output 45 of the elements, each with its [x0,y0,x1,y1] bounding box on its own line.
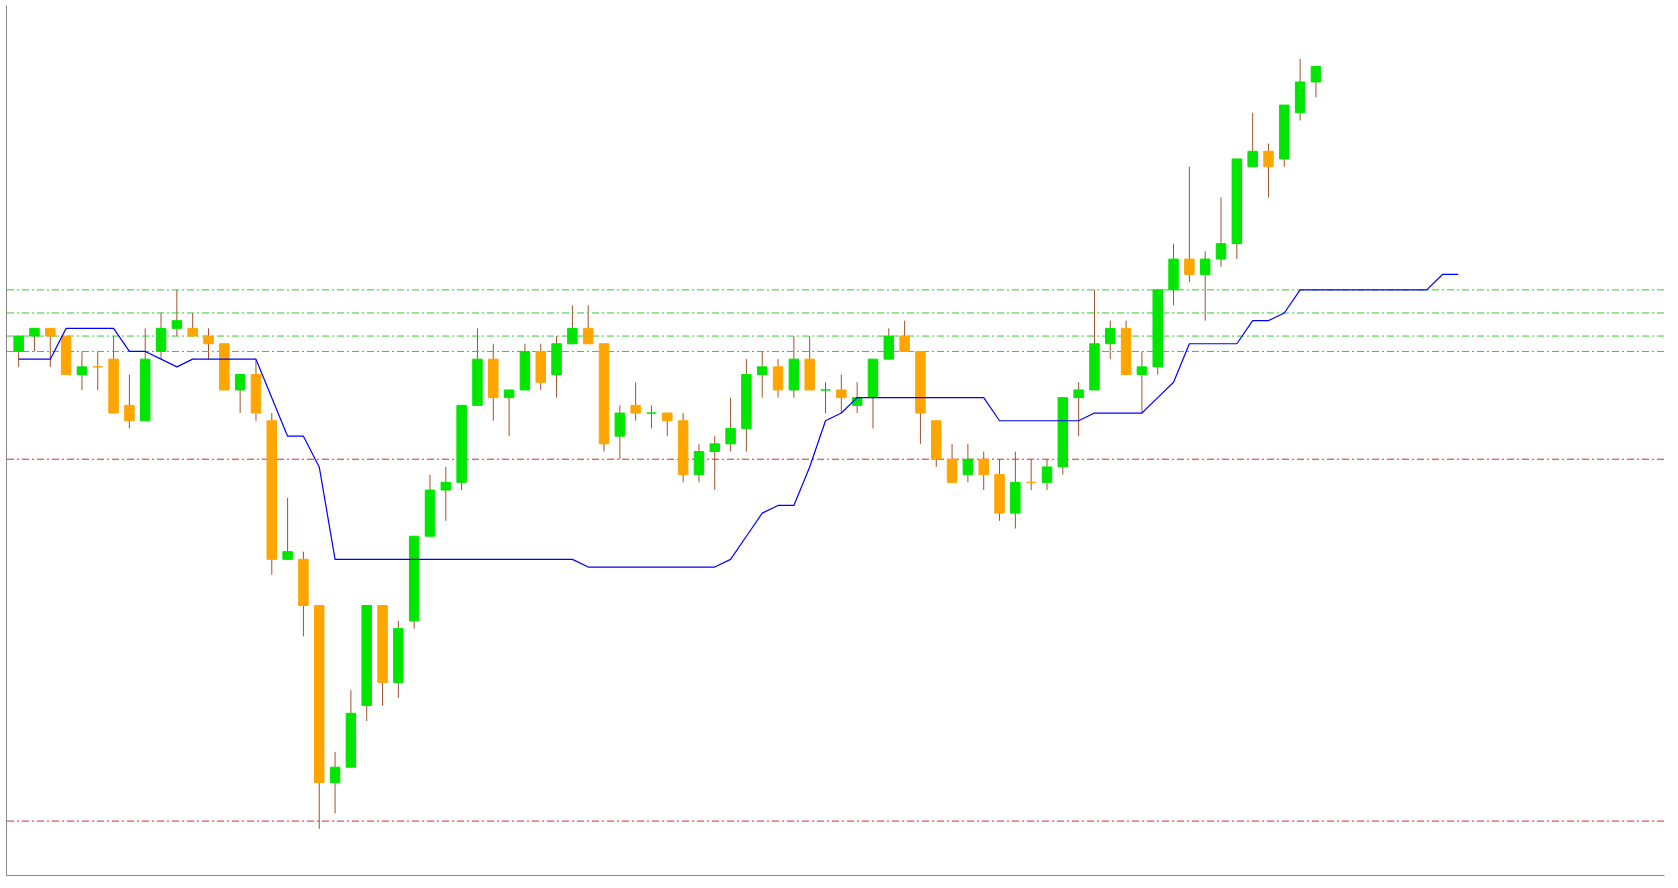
candlestick [836,374,847,414]
candlestick [1199,250,1211,322]
candlestick [1184,166,1195,283]
candlestick [851,381,863,414]
candlestick [92,350,104,391]
candlestick [646,404,657,429]
candlestick [1105,320,1116,360]
candlestick [820,381,831,414]
candlestick [899,320,910,352]
candlestick [1263,143,1274,198]
candlestick [883,327,895,360]
candlestick [662,412,673,437]
candlestick [1025,458,1037,491]
candlestick [567,304,578,345]
candlestick [630,381,641,422]
candlestick [45,327,56,368]
candlestick [329,751,341,814]
candlestick [234,374,246,414]
candlestick [1073,381,1084,437]
candlestick [76,350,88,391]
candlestick [756,350,768,399]
candlestick [709,435,721,491]
candlestick [203,327,214,360]
candlestick [1215,196,1227,268]
candlestick [1041,458,1053,491]
candlestick [13,335,24,368]
candlestick [171,289,183,337]
candlestick [946,443,958,483]
candlestick [614,404,626,460]
candlestick [124,374,135,429]
candlestick [187,312,198,337]
candlestick [978,451,989,491]
candlestick [440,466,452,522]
candlestick [582,304,594,345]
candlestick [1247,112,1258,168]
candlestick [1136,350,1148,414]
candlestick [693,443,705,483]
candlestick [725,397,736,453]
candlestick [29,327,40,352]
candlestick [155,312,167,360]
candlestick [503,389,515,437]
candlestick [962,443,974,483]
candlestick [772,358,784,399]
candlestick [1310,66,1322,98]
candlestick [282,497,293,560]
